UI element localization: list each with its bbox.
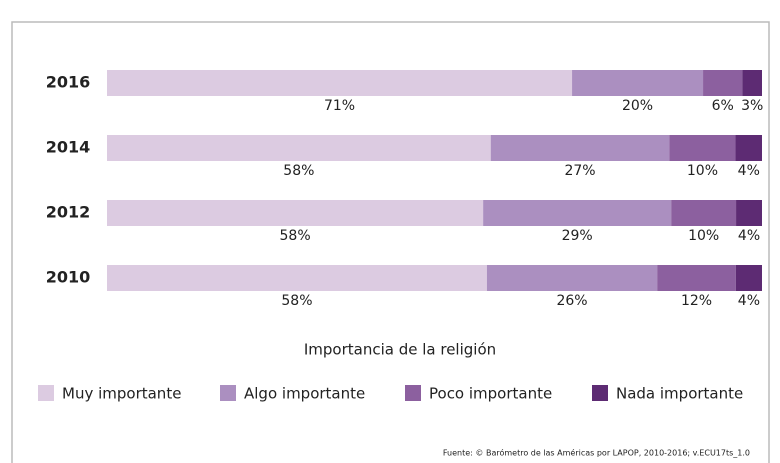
y-tick-label: 2016 — [46, 73, 91, 92]
legend-swatch — [405, 385, 421, 401]
legend-swatch — [38, 385, 54, 401]
value-label: 10% — [688, 228, 719, 244]
value-label: 29% — [562, 228, 593, 244]
value-label: 27% — [564, 163, 595, 179]
value-label: 26% — [556, 293, 587, 309]
x-axis-label: Importancia de la religión — [304, 341, 496, 359]
value-label: 20% — [622, 98, 653, 114]
value-label: 10% — [687, 163, 718, 179]
bar-segment — [657, 265, 736, 291]
y-tick-label: 2010 — [46, 268, 91, 287]
legend-label: Nada importante — [616, 385, 743, 403]
bar-segment — [107, 265, 487, 291]
bar-segment — [736, 200, 762, 226]
bar-segment — [107, 135, 491, 161]
value-label: 4% — [738, 228, 760, 244]
y-tick-label: 2014 — [46, 138, 91, 157]
bar-segment — [483, 200, 672, 226]
y-tick-label: 2012 — [46, 203, 91, 222]
value-label: 6% — [712, 98, 734, 114]
value-label: 3% — [741, 98, 763, 114]
bar-segment — [671, 200, 737, 226]
legend-label: Poco importante — [429, 385, 552, 403]
legend-swatch — [220, 385, 236, 401]
bar-segment — [107, 200, 484, 226]
source: Fuente: © Barómetro de las Américas por … — [443, 448, 750, 458]
bar-segment — [703, 70, 743, 96]
bar-segment — [572, 70, 704, 96]
legend-swatch — [592, 385, 608, 401]
value-label: 4% — [738, 163, 760, 179]
value-label: 58% — [280, 228, 311, 244]
value-label: 71% — [324, 98, 355, 114]
bar-segment — [490, 135, 670, 161]
bar-segment — [735, 265, 762, 291]
value-label: 58% — [283, 163, 314, 179]
bar-segment — [669, 135, 736, 161]
bar-segment — [486, 265, 658, 291]
legend-label: Algo importante — [244, 385, 365, 403]
legend-label: Muy importante — [62, 385, 181, 403]
bar-segment — [735, 135, 762, 161]
value-label: 58% — [281, 293, 312, 309]
value-label: 12% — [681, 293, 712, 309]
bar-segment — [107, 70, 573, 96]
value-label: 4% — [738, 293, 760, 309]
bar-segment — [742, 70, 762, 96]
